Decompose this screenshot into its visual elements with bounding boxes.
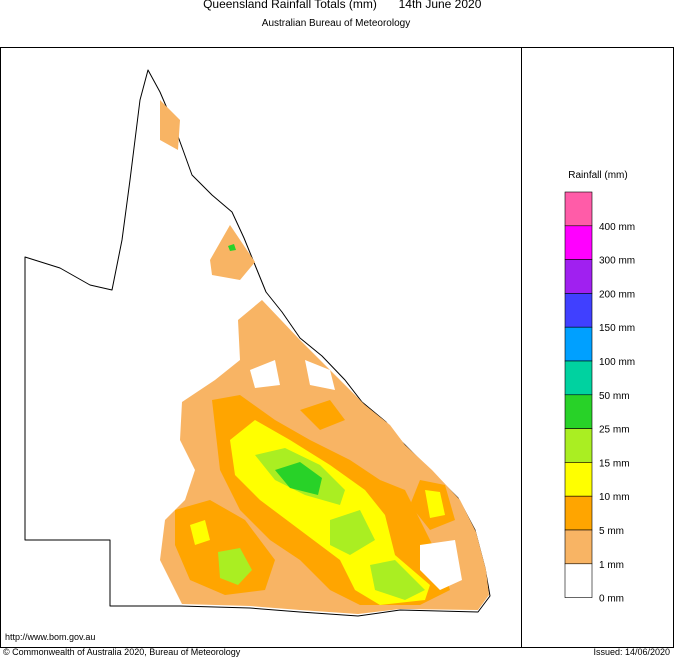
copyright: © Commonwealth of Australia 2020, Bureau… [3,647,241,657]
legend-label: 10 mm [599,492,630,503]
legend-swatch [564,462,593,497]
legend-swatch [564,529,593,565]
rain-10mm [190,420,445,605]
legend-swatch [564,563,593,598]
legend-label: 5 mm [599,526,624,537]
legend-label: 50 mm [599,391,630,402]
legend: 400 mm 300 mm 200 mm 150 mm 100 mm 50 mm 25 mm… [564,191,635,605]
legend-title: Rainfall (mm) [568,170,627,181]
legend-label: 300 mm [599,256,635,267]
rain-5mm-b [175,400,455,595]
legend-swatch [564,394,593,429]
legend-label: 1 mm [599,560,624,571]
date: 14th June 2020 [399,0,482,11]
legend-label: 400 mm [599,222,635,233]
legend-swatch [564,293,593,328]
legend-label: 200 mm [599,289,635,300]
title: Queensland Rainfall Totals (mm) [203,0,377,11]
legend-label: 0 mm [599,594,624,605]
legend-swatch [564,495,593,531]
legend-swatch [564,326,593,362]
map [24,69,491,617]
legend-label: 25 mm [599,425,630,436]
legend-swatch [564,225,593,260]
legend-swatch [564,360,593,396]
issued: Issued: 14/06/2020 [593,647,670,657]
rain-1mm-north [160,100,255,280]
legend-label: 150 mm [599,323,635,334]
legend-label: 15 mm [599,458,630,469]
legend-swatch [564,428,593,463]
dry-area [250,360,462,590]
legend-label: 100 mm [599,357,635,368]
legend-swatch [564,191,593,227]
subtitle: Australian Bureau of Meteorology [262,18,410,29]
legend-swatch [564,259,593,294]
url: http://www.bom.gov.au [5,632,95,642]
